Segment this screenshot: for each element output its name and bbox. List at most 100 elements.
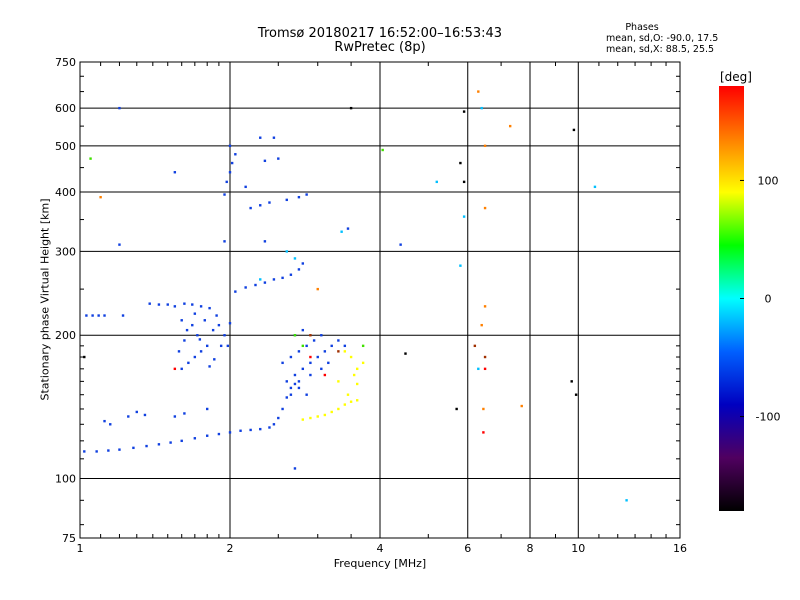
data-point <box>462 215 466 218</box>
data-point <box>459 264 462 267</box>
data-point <box>483 144 487 148</box>
data-point <box>183 412 186 415</box>
data-point <box>145 444 148 448</box>
colorbar-unit-label: [deg] <box>720 70 752 84</box>
y-tick-label: 750 <box>55 56 76 69</box>
data-point <box>259 204 262 207</box>
axis-ticks: 1 2 4 6 8 10 16 75 100 200 300 400 500 600 750 <box>55 56 687 555</box>
x-tick-label: 1 <box>77 542 84 555</box>
data-point <box>249 428 252 432</box>
data-point <box>361 361 365 365</box>
data-point <box>285 198 288 202</box>
data-point <box>483 305 487 308</box>
data-point <box>217 432 221 436</box>
data-point <box>173 415 177 418</box>
data-point <box>173 305 177 308</box>
data-point <box>228 144 232 148</box>
x-tick-label: 6 <box>464 542 471 555</box>
data-point <box>349 400 353 403</box>
data-point <box>277 416 280 420</box>
data-point <box>211 328 215 332</box>
data-point <box>343 344 347 348</box>
data-point <box>230 161 234 165</box>
data-point <box>312 339 316 342</box>
data-point <box>103 314 106 317</box>
data-point <box>473 344 477 348</box>
data-point <box>337 350 340 353</box>
data-point <box>180 319 183 322</box>
data-point <box>459 161 462 165</box>
data-point <box>281 407 284 411</box>
data-point <box>132 446 135 450</box>
data-point <box>198 338 202 341</box>
data-point <box>191 323 194 327</box>
data-point <box>177 350 181 353</box>
data-point <box>289 393 293 396</box>
data-point <box>208 306 211 310</box>
data-point <box>180 439 183 443</box>
data-point <box>480 106 483 110</box>
data-point <box>297 350 301 353</box>
data-point <box>183 302 186 305</box>
data-point <box>281 361 284 365</box>
colorbar: 100 0 -100 <box>719 86 780 511</box>
data-point <box>239 429 242 432</box>
data-point <box>213 358 216 361</box>
data-point <box>355 399 359 402</box>
data-point <box>570 380 573 383</box>
data-point <box>228 171 232 174</box>
data-point <box>593 185 597 189</box>
data-point <box>349 355 353 359</box>
data-point <box>289 386 293 390</box>
y-tick-label: 100 <box>55 473 76 486</box>
data-point <box>185 328 189 332</box>
colorbar-tick-label: 0 <box>765 293 772 306</box>
data-point <box>263 281 267 284</box>
data-point <box>483 367 487 371</box>
data-point <box>337 339 340 342</box>
data-point <box>217 323 221 327</box>
data-point <box>293 257 297 260</box>
data-point <box>462 180 466 184</box>
data-point <box>268 426 271 429</box>
data-point <box>228 431 232 434</box>
data-point <box>244 185 247 189</box>
data-point <box>205 434 209 437</box>
data-point <box>180 367 183 371</box>
data-point <box>340 230 343 233</box>
data-point <box>483 355 487 359</box>
data-point <box>293 467 297 470</box>
data-point <box>254 283 257 287</box>
data-point <box>234 290 237 293</box>
x-tick-label: 10 <box>571 542 585 555</box>
data-point <box>199 350 203 353</box>
data-point <box>289 355 293 359</box>
data-point <box>482 431 485 434</box>
data-point <box>169 441 172 444</box>
phases-heading: Phases <box>625 22 659 33</box>
data-point <box>272 423 276 426</box>
chart-subtitle: RwPretec (8p) <box>334 40 426 55</box>
data-point <box>323 413 327 417</box>
data-point <box>99 195 102 199</box>
data-point <box>381 148 384 152</box>
y-tick-label: 75 <box>62 532 76 545</box>
grid-lines <box>80 62 680 538</box>
data-point <box>309 373 312 377</box>
data-point <box>330 344 333 348</box>
data-point <box>320 367 323 371</box>
data-point <box>205 407 209 411</box>
data-point <box>223 240 226 243</box>
y-tick-label: 200 <box>55 329 76 342</box>
data-point <box>455 407 458 411</box>
x-tick-label: 4 <box>377 542 384 555</box>
data-point <box>330 410 333 414</box>
data-point <box>285 380 288 383</box>
data-point <box>223 193 226 196</box>
data-point <box>316 287 319 291</box>
data-point <box>404 352 407 355</box>
data-point <box>259 278 262 281</box>
data-point <box>85 314 88 317</box>
data-point <box>107 449 110 452</box>
